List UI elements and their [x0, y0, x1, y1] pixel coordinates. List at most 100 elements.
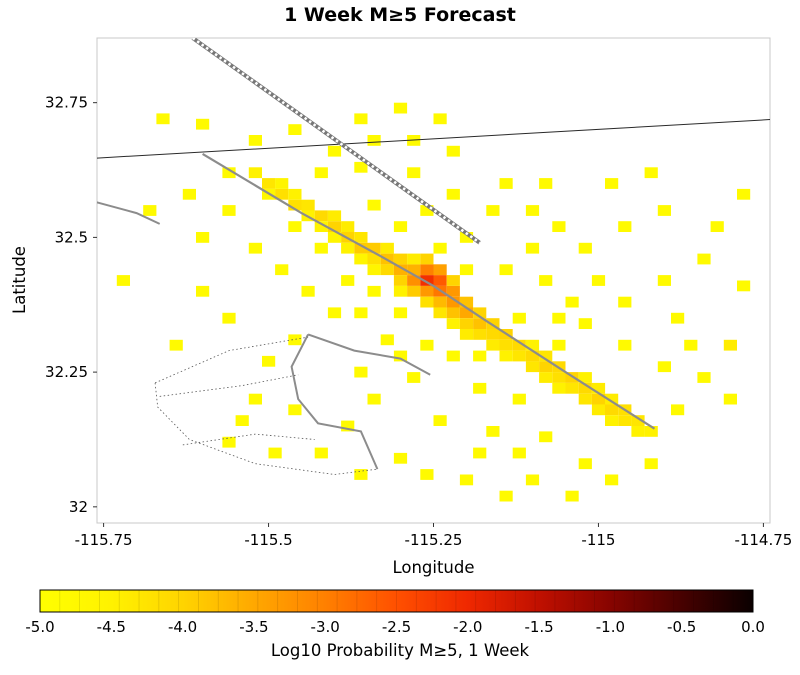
probability-cell	[222, 205, 236, 216]
probability-cell	[222, 167, 236, 179]
canal-inner	[159, 374, 299, 397]
probability-cell	[486, 339, 500, 351]
probability-cell	[354, 232, 368, 243]
probability-cell	[525, 205, 540, 216]
probability-cell	[539, 372, 553, 383]
probability-cell	[367, 393, 381, 405]
probability-cell	[420, 264, 434, 276]
probability-cell	[222, 436, 236, 448]
probability-cell	[314, 167, 328, 179]
probability-cell	[288, 124, 302, 135]
probability-cell	[539, 361, 553, 373]
probability-cell	[605, 178, 619, 189]
probability-cell	[288, 404, 302, 416]
probability-cell	[367, 264, 381, 276]
probability-cell	[433, 264, 447, 276]
probability-cell	[578, 372, 592, 383]
colorbar-tick-label: -3.0	[311, 618, 340, 636]
probability-cell	[446, 350, 460, 362]
probability-cell	[248, 167, 262, 179]
probability-cell	[314, 221, 328, 232]
colorbar-tick-label: -2.5	[382, 618, 411, 636]
probability-cell	[578, 242, 592, 254]
probability-cell	[275, 178, 289, 189]
x-tick-label: -115.75	[75, 531, 133, 549]
probability-cell	[367, 285, 381, 297]
probability-cell	[420, 339, 434, 351]
x-tick-label: -115.5	[244, 531, 292, 549]
y-tick-label: 32.75	[45, 94, 88, 112]
colorbar-tick-label: -5.0	[25, 618, 54, 636]
colorbar-tick-label: -3.5	[239, 618, 268, 636]
probability-cell	[539, 431, 553, 443]
probability-cell	[552, 339, 566, 351]
probability-cell	[552, 372, 566, 383]
axis-ticks: -115.75 -115.5 -115.25 -115 -114.75 32 32.25 32…	[45, 94, 792, 549]
colorbar-tick-label: 0.0	[741, 618, 765, 636]
probability-cell	[512, 350, 526, 362]
probability-cell	[657, 361, 671, 373]
fault-curvy	[290, 333, 379, 470]
probability-cell	[327, 232, 342, 243]
probability-cell	[275, 188, 289, 200]
colorbar-label: Log10 Probability M≥5, 1 Week	[270, 641, 530, 660]
colorbar-tick-label: -0.5	[667, 618, 696, 636]
canal-upper	[154, 336, 309, 384]
probability-cell	[354, 366, 368, 378]
probability-cell	[354, 253, 368, 265]
probability-cell	[618, 221, 632, 232]
probability-cell	[605, 415, 619, 426]
probability-cell	[578, 393, 592, 405]
colorbar-border	[39, 589, 754, 613]
probability-cell	[393, 275, 408, 286]
probability-cell	[499, 490, 513, 502]
probability-cell	[591, 393, 606, 405]
probability-cell	[525, 361, 540, 373]
probability-cell	[539, 275, 553, 286]
probability-cell	[393, 264, 408, 276]
probability-cell	[354, 242, 368, 254]
probability-cell	[341, 420, 355, 432]
probability-cell	[499, 339, 513, 351]
probability-cell	[737, 280, 751, 292]
probability-cell	[591, 275, 606, 286]
probability-cell	[288, 199, 302, 211]
probability-cell	[407, 264, 421, 276]
canal-outer	[154, 382, 378, 475]
probability-cell	[433, 307, 447, 319]
probability-cell	[644, 458, 658, 470]
probability-cell	[459, 264, 474, 276]
probability-cell	[486, 318, 500, 329]
probability-cell	[341, 221, 355, 232]
x-tick-label: -115.25	[405, 531, 463, 549]
y-tick-label: 32.25	[45, 363, 88, 381]
probability-cell	[473, 382, 487, 394]
probability-cell	[459, 329, 474, 340]
probability-cell	[367, 135, 381, 146]
probability-cell	[380, 264, 394, 276]
probability-cell	[446, 307, 460, 319]
probability-cell	[196, 232, 210, 243]
probability-cell	[512, 339, 526, 351]
probability-cell	[248, 135, 262, 146]
map-content	[97, 38, 770, 502]
probability-cell	[512, 393, 526, 405]
probability-cell	[393, 285, 408, 297]
probability-cell	[169, 339, 183, 351]
probability-cell	[143, 205, 157, 216]
probability-cell	[393, 452, 408, 464]
colorbar: -5.0 -4.5 -4.0 -3.5 -3.0 -2.5 -2.0 -1.5 -1.0 -0.5…	[25, 589, 765, 636]
probability-cell	[578, 458, 592, 470]
probability-cell	[420, 296, 434, 308]
probability-cell	[156, 113, 170, 125]
probability-cell	[393, 221, 408, 232]
probability-cell	[341, 242, 355, 254]
probability-cell	[446, 275, 460, 286]
probability-cell	[393, 307, 408, 319]
probability-cell	[314, 210, 328, 222]
y-tick-label: 32.5	[55, 228, 88, 246]
fault-left	[97, 201, 161, 225]
colorbar-tick-label: -1.0	[596, 618, 625, 636]
probability-cell	[657, 275, 671, 286]
